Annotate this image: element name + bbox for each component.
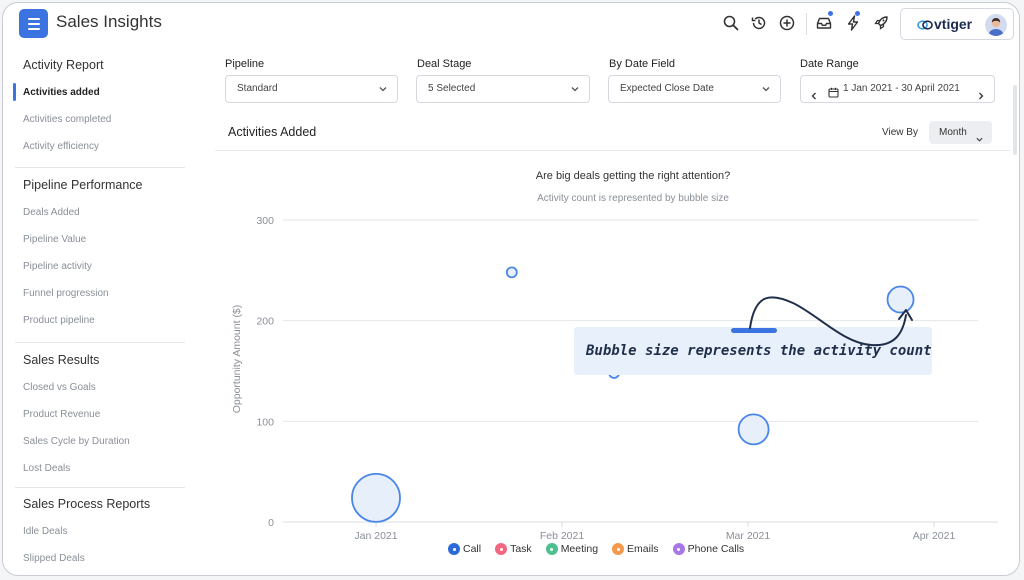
date-field-select[interactable]: Expected Close Date <box>608 75 781 103</box>
sidebar-item-activities-completed[interactable]: Activities completed <box>23 114 112 125</box>
legend-label: Meeting <box>560 543 599 555</box>
sidebar-group-activity-report[interactable]: Activity Report <box>23 58 104 72</box>
calendar-icon <box>828 83 839 98</box>
sidebar-item-pipeline-value[interactable]: Pipeline Value <box>23 234 87 245</box>
legend-dot-icon <box>495 543 508 555</box>
legend-label: Phone Calls <box>687 543 745 555</box>
sidebar-group-sales-results[interactable]: Sales Results <box>23 353 100 367</box>
y-tick-label: 100 <box>256 416 274 428</box>
add-icon[interactable] <box>778 14 796 32</box>
y-tick-label: 300 <box>256 215 274 227</box>
pipeline-select[interactable]: Standard <box>225 75 398 103</box>
deal-stage-label: Deal Stage <box>417 58 472 70</box>
app-title: Sales Insights <box>56 12 162 31</box>
sidebar-group-pipeline-performance[interactable]: Pipeline Performance <box>23 178 143 192</box>
date-range-value: 1 Jan 2021 - 30 April 2021 <box>843 83 960 94</box>
legend-item[interactable]: Emails <box>612 543 659 555</box>
y-axis-label: Opportunity Amount ($) <box>231 305 243 414</box>
bubble-point <box>737 413 770 446</box>
sidebar-divider <box>15 342 185 343</box>
legend-item[interactable]: Task <box>495 543 532 555</box>
account-switcher[interactable]: vtiger <box>900 8 1014 40</box>
legend-dot-icon <box>672 543 685 555</box>
avatar[interactable] <box>985 14 1007 36</box>
date-field-label: By Date Field <box>609 58 676 70</box>
legend-item[interactable]: Call <box>448 543 481 555</box>
sidebar-group-sales-process-reports[interactable]: Sales Process Reports <box>23 497 151 511</box>
sidebar-item-product-revenue[interactable]: Product Revenue <box>23 409 101 420</box>
bubble-point <box>351 472 401 523</box>
legend-item[interactable]: Phone Calls <box>672 543 745 555</box>
rocket-icon[interactable] <box>872 14 890 32</box>
annotation-highlight <box>731 328 777 333</box>
brand-name: vtiger <box>934 16 973 32</box>
card-title: Activities Added <box>228 125 317 139</box>
scrollbar[interactable] <box>1013 85 1017 155</box>
chevron-down-icon <box>762 85 770 93</box>
chevron-down-icon <box>571 85 579 93</box>
inbox-icon[interactable] <box>815 14 833 32</box>
view-by-label: View By <box>882 127 918 138</box>
x-tick-label: Apr 2021 <box>913 530 956 542</box>
active-indicator <box>13 83 16 101</box>
chart-legend: Call Task Meeting Emails Phone Calls <box>448 543 744 555</box>
x-tick-label: Mar 2021 <box>726 530 771 542</box>
legend-dot-icon <box>612 543 625 555</box>
deal-stage-value: 5 Selected <box>428 83 476 94</box>
y-tick-label: 200 <box>256 316 274 328</box>
deal-stage-select[interactable]: 5 Selected <box>416 75 590 103</box>
y-tick-label: 0 <box>268 517 274 529</box>
notification-dot <box>828 11 833 16</box>
chevron-down-icon <box>976 129 983 142</box>
chevron-left-icon[interactable] <box>810 85 818 100</box>
legend-label: Call <box>463 543 482 555</box>
date-field-value: Expected Close Date <box>620 83 714 94</box>
legend-item[interactable]: Meeting <box>545 543 599 555</box>
sidebar-divider <box>15 167 185 168</box>
history-icon[interactable] <box>750 14 768 32</box>
annotation-text: Bubble size represents the activity coun… <box>586 343 932 359</box>
top-header: Sales Insights vtiger <box>3 3 1019 43</box>
legend-dot-icon <box>448 543 460 555</box>
sidebar-divider <box>15 487 185 488</box>
card-divider <box>215 150 1010 151</box>
pipeline-label: Pipeline <box>225 58 265 70</box>
sidebar-item-slipped-deals[interactable]: Slipped Deals <box>23 553 85 564</box>
sidebar-item-pipeline-activity[interactable]: Pipeline activity <box>23 261 92 272</box>
x-tick-label: Jan 2021 <box>354 530 397 542</box>
view-by-value: Month <box>939 127 967 138</box>
pipeline-value: Standard <box>237 83 278 94</box>
date-range-picker: 1 Jan 2021 - 30 April 2021 <box>800 75 995 103</box>
chart-title: Are big deals getting the right attentio… <box>535 170 731 182</box>
annotation-callout: Bubble size represents the activity coun… <box>574 327 932 375</box>
vtiger-logo-icon <box>917 18 933 30</box>
bubble-point <box>505 266 518 279</box>
menu-icon[interactable] <box>19 9 48 38</box>
legend-dot-icon <box>545 543 558 555</box>
header-divider <box>806 13 807 35</box>
legend-label: Emails <box>627 543 659 555</box>
chevron-down-icon <box>379 85 387 93</box>
sidebar-item-idle-deals[interactable]: Idle Deals <box>23 526 68 537</box>
chevron-right-icon[interactable] <box>977 85 985 100</box>
sidebar-item-lost-deals[interactable]: Lost Deals <box>23 463 71 474</box>
bubble-point <box>886 285 915 314</box>
sidebar-item-activity-efficiency[interactable]: Activity efficiency <box>23 141 99 152</box>
x-tick-label: Feb 2021 <box>540 530 585 542</box>
sidebar-item-closed-vs-goals[interactable]: Closed vs Goals <box>23 382 96 393</box>
bubble-chart: 0 100 200 300 Jan 2021 Feb 2021 Mar 2021 Apr 20… <box>231 215 998 542</box>
search-icon[interactable] <box>722 14 740 32</box>
lightning-icon[interactable] <box>844 14 862 32</box>
date-range-label: Date Range <box>800 58 859 70</box>
sidebar-item-sales-cycle-by-duration[interactable]: Sales Cycle by Duration <box>23 436 130 447</box>
legend-label: Task <box>510 543 532 555</box>
view-by-select[interactable]: Month <box>929 121 992 144</box>
sidebar-item-funnel-progression[interactable]: Funnel progression <box>23 288 109 299</box>
sidebar-item-product-pipeline[interactable]: Product pipeline <box>23 315 95 326</box>
sidebar-item-activities-added[interactable]: Activities added <box>23 87 100 98</box>
sidebar-item-deals-added[interactable]: Deals Added <box>23 207 80 218</box>
chart-subtitle: Activity count is represented by bubble … <box>537 193 729 204</box>
notification-dot <box>855 11 860 16</box>
